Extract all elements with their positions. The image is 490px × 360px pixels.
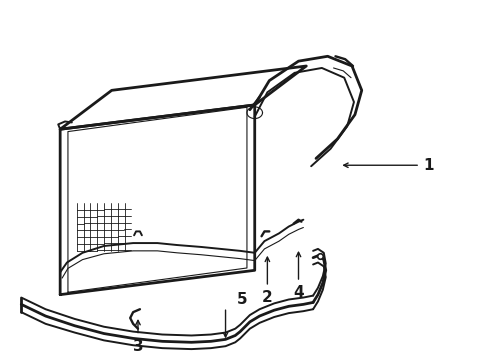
Text: 3: 3 — [133, 339, 143, 354]
Text: 1: 1 — [423, 158, 434, 173]
Text: 2: 2 — [262, 290, 273, 305]
Text: 4: 4 — [293, 285, 304, 300]
Text: 5: 5 — [237, 292, 248, 307]
